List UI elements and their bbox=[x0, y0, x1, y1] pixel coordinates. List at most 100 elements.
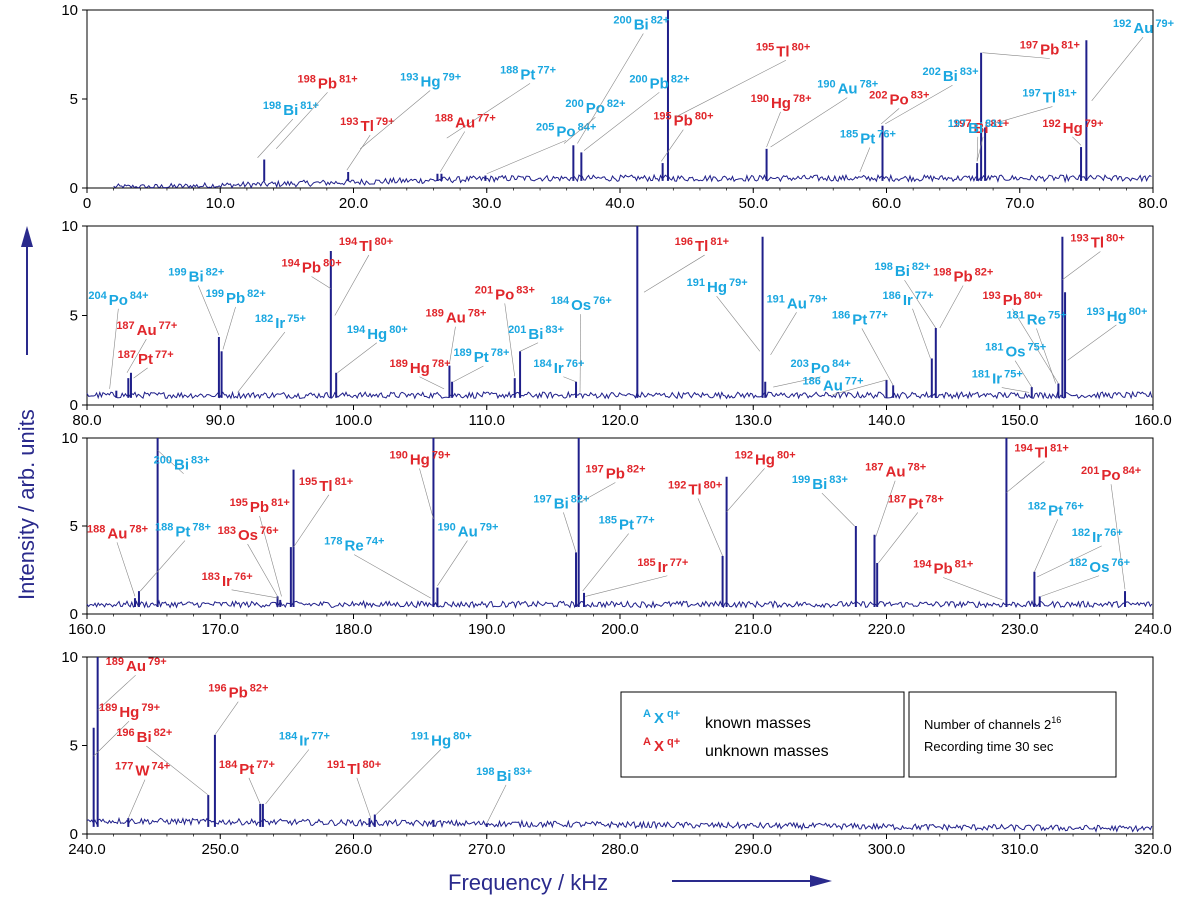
ion-mass: 185 bbox=[599, 515, 617, 527]
panel-1: 0 10.0 20.0 30.0 40.0 50.0 60.0 70.0 80.0 0 5 10 198… bbox=[61, 2, 1174, 212]
ion-element: Au bbox=[1133, 20, 1153, 37]
ion-element: Au bbox=[838, 81, 858, 98]
ion-label: 201 Bi 83+ bbox=[508, 324, 564, 343]
ion-mass: 193 bbox=[982, 290, 1000, 302]
ion-label: 203 Po 84+ bbox=[791, 358, 851, 377]
ion-label: 195 Tl 81+ bbox=[299, 476, 353, 495]
ion-element: Au bbox=[126, 658, 146, 675]
ion-element: Ir bbox=[1092, 529, 1102, 546]
label-leader-line bbox=[519, 342, 539, 352]
label-leader-line bbox=[437, 540, 468, 587]
ion-charge: 81+ bbox=[1050, 442, 1069, 454]
ion-charge: 80+ bbox=[1024, 290, 1043, 302]
ion-label: 204 Po 84+ bbox=[88, 290, 148, 309]
ion-label: 183 Ir 76+ bbox=[202, 571, 253, 590]
ion-label: 183 Os 76+ bbox=[218, 525, 279, 544]
ion-label: 197 Pb 81+ bbox=[1020, 40, 1080, 59]
ion-charge: 74+ bbox=[152, 761, 171, 773]
ion-label: 184 Ir 77+ bbox=[279, 731, 330, 750]
x-tick-label: 110.0 bbox=[469, 412, 505, 429]
ion-charge: 81+ bbox=[335, 476, 354, 488]
ion-label: 194 Pb 80+ bbox=[282, 258, 342, 277]
ion-label: 199 Pb 82+ bbox=[206, 288, 266, 307]
ion-charge: 80+ bbox=[363, 759, 382, 771]
ion-mass: 190 bbox=[437, 522, 455, 534]
ion-element: Au bbox=[455, 114, 475, 131]
ion-label: 198 Pb 82+ bbox=[933, 266, 993, 285]
x-tick-label: 320.0 bbox=[1134, 841, 1172, 858]
x-tick-label: 140.0 bbox=[868, 412, 906, 429]
ion-element: Pb bbox=[226, 290, 245, 307]
y-tick-label: 0 bbox=[70, 397, 78, 414]
ion-label: 189 Au 79+ bbox=[106, 656, 167, 675]
ion-label: 189 Hg 78+ bbox=[389, 358, 450, 377]
ion-label: 187 Pt 77+ bbox=[118, 349, 174, 368]
ion-element: Au bbox=[107, 525, 127, 542]
ion-mass: 182 bbox=[1072, 527, 1090, 539]
ion-mass: 197 bbox=[585, 463, 603, 475]
x-tick-label: 280.0 bbox=[601, 841, 639, 858]
ion-mass: 183 bbox=[202, 571, 220, 583]
ion-element: Tl bbox=[1043, 90, 1056, 107]
ion-mass: 190 bbox=[389, 449, 407, 461]
ion-charge: 81+ bbox=[271, 497, 290, 509]
ion-element: Ir bbox=[992, 371, 1002, 388]
label-leader-line bbox=[579, 314, 582, 393]
y-tick-label: 10 bbox=[61, 649, 78, 666]
ion-element: Ir bbox=[554, 360, 564, 377]
ion-label: 184 Os 76+ bbox=[551, 295, 612, 314]
ion-label: 192 Tl 80+ bbox=[668, 479, 722, 498]
ion-element: Tl bbox=[347, 761, 360, 778]
ion-label: 191 Hg 79+ bbox=[687, 277, 748, 296]
ion-charge: 80+ bbox=[453, 731, 472, 743]
ion-element: Pt bbox=[175, 524, 190, 541]
ion-mass: 187 bbox=[118, 349, 136, 361]
ion-mass: 196 bbox=[208, 683, 226, 695]
ion-mass: 197 bbox=[953, 118, 971, 130]
ion-label: 189 Au 78+ bbox=[425, 308, 486, 327]
ion-element: Hg bbox=[1063, 120, 1083, 137]
ion-charge: 81+ bbox=[1061, 40, 1080, 52]
label-leader-line bbox=[257, 118, 294, 158]
ion-charge: 76+ bbox=[877, 129, 896, 141]
label-leader-line bbox=[157, 450, 184, 474]
ion-label: 186 Au 77+ bbox=[803, 376, 864, 395]
ion-charge: 84+ bbox=[130, 290, 149, 302]
ion-element: Pb bbox=[302, 260, 321, 277]
label-leader-line bbox=[419, 468, 434, 520]
ion-label: 189 Hg 79+ bbox=[99, 702, 160, 721]
ion-charge: 80+ bbox=[1129, 306, 1148, 318]
panel-4: 240.0 250.0 260.0 270.0 280.0 290.0 300.0 310.0… bbox=[61, 649, 1171, 858]
ion-charge: 83+ bbox=[960, 66, 979, 78]
y-tick-label: 10 bbox=[61, 2, 78, 19]
ion-charge: 80+ bbox=[695, 111, 714, 123]
ion-charge: 82+ bbox=[571, 493, 590, 505]
ion-label: 186 Ir 77+ bbox=[883, 290, 934, 309]
ion-mass: 195 bbox=[230, 497, 248, 509]
ion-mass: 203 bbox=[791, 358, 809, 370]
ion-label: 202 Po 83+ bbox=[869, 89, 929, 108]
ion-element: Pt bbox=[619, 517, 634, 534]
ion-element: Hg bbox=[119, 704, 139, 721]
ion-element: Pt bbox=[852, 311, 867, 328]
x-tick-label: 90.0 bbox=[206, 412, 235, 429]
label-leader-line bbox=[675, 60, 787, 118]
ion-mass: 200 bbox=[154, 455, 172, 467]
label-leader-line bbox=[359, 90, 431, 150]
label-leader-line bbox=[1012, 308, 1059, 384]
ion-charge: 78+ bbox=[192, 522, 211, 534]
ion-mass: 197 bbox=[1020, 40, 1038, 52]
x-tick-label: 70.0 bbox=[1005, 195, 1034, 212]
ion-mass: 200 bbox=[629, 73, 647, 85]
ion-element: Re bbox=[1027, 311, 1046, 328]
ion-mass: 199 bbox=[168, 266, 186, 278]
label-leader-line bbox=[878, 512, 919, 564]
ion-element: Au bbox=[458, 524, 478, 541]
ion-element: Tl bbox=[1091, 234, 1104, 251]
ion-label: 201 Po 84+ bbox=[1081, 465, 1141, 484]
ion-element: Po bbox=[495, 286, 514, 303]
ion-element: Pt bbox=[520, 66, 535, 83]
x-axis-title-group: Frequency / kHz bbox=[448, 870, 832, 895]
ion-element: Os bbox=[1005, 344, 1025, 361]
